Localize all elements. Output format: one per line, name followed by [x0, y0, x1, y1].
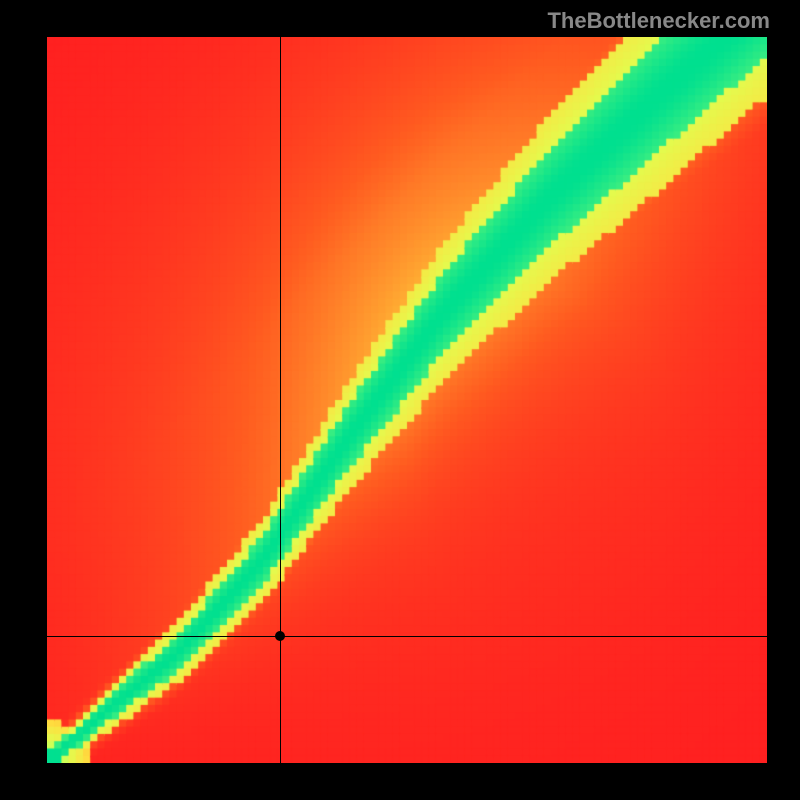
chart-container: TheBottlenecker.com [0, 0, 800, 800]
plot-area [47, 37, 767, 763]
marker-dot [275, 631, 285, 641]
crosshair-horizontal [47, 636, 767, 637]
crosshair-vertical [280, 37, 281, 763]
watermark-label: TheBottlenecker.com [547, 8, 770, 34]
heatmap-canvas [47, 37, 767, 763]
